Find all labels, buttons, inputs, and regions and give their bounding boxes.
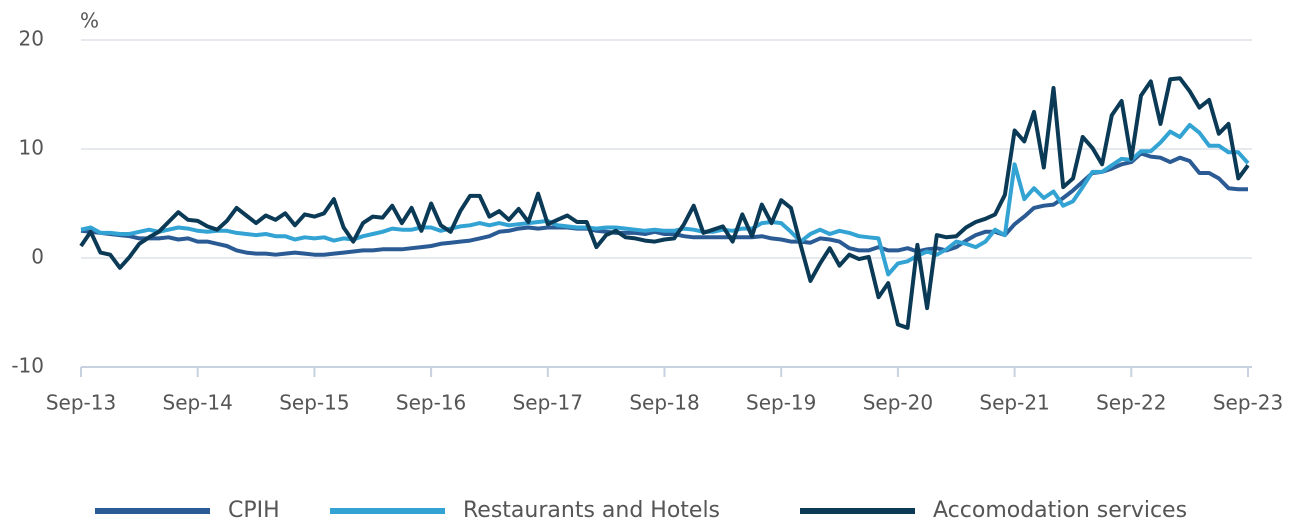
x-tick-label: Sep-16: [396, 391, 466, 415]
legend-label: Restaurants and Hotels: [463, 498, 720, 523]
y-tick-label: 10: [19, 136, 44, 160]
y-axis-label: %: [80, 9, 99, 33]
series-line: [80, 151, 1248, 257]
x-tick-label: Sep-17: [513, 391, 583, 415]
x-tick-label: Sep-20: [863, 391, 933, 415]
series-line: [80, 123, 1250, 277]
x-tick-label: Sep-19: [746, 391, 816, 415]
legend-label: Accomodation services: [933, 498, 1187, 523]
x-tick-label: Sep-15: [279, 391, 349, 415]
y-tick-label: 20: [19, 27, 44, 51]
y-tick-label: -10: [11, 354, 44, 378]
series-line: [79, 76, 1250, 330]
x-tick-label: Sep-18: [629, 391, 699, 415]
y-tick-label: 0: [31, 245, 44, 269]
x-tick-label: Sep-22: [1096, 391, 1166, 415]
x-tick-label: Sep-13: [46, 391, 116, 415]
x-tick-label: Sep-23: [1213, 391, 1283, 415]
x-tick-label: Sep-21: [979, 391, 1049, 415]
x-tick-label: Sep-14: [163, 391, 233, 415]
legend-label: CPIH: [228, 498, 280, 523]
